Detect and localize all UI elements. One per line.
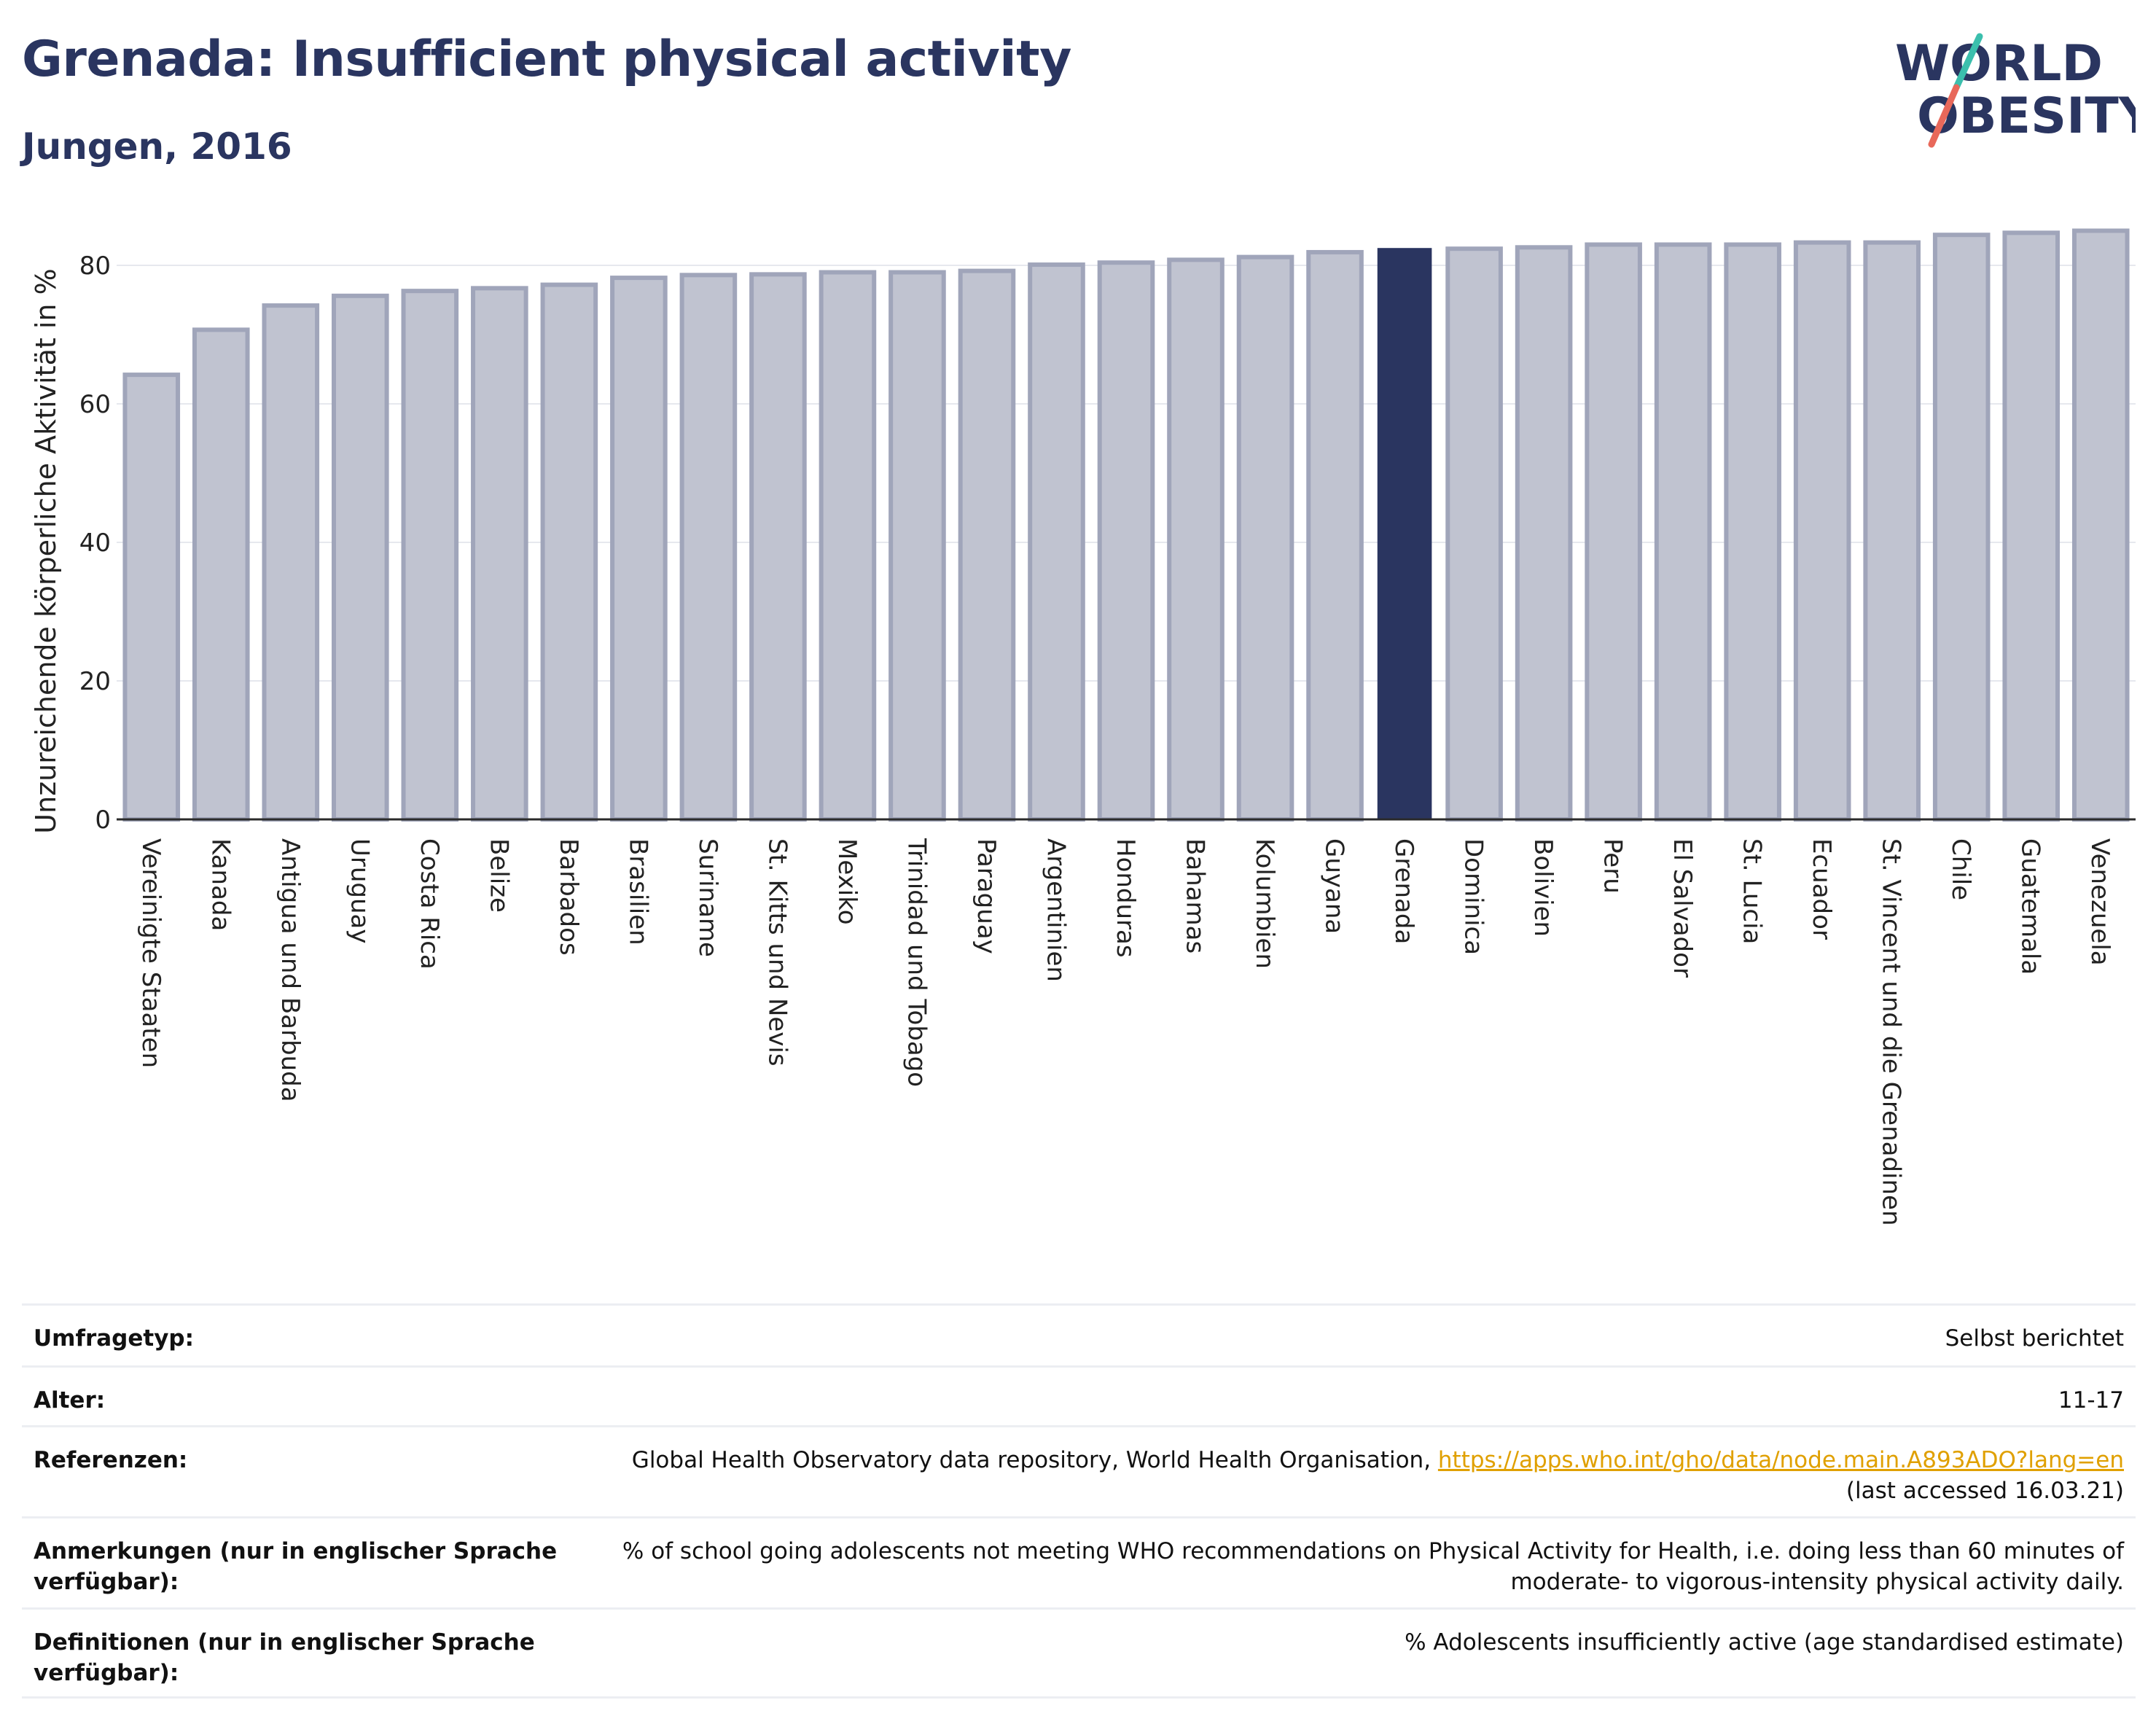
info-row-references: Referenzen: Global Health Observatory da…	[22, 1425, 2136, 1516]
bar	[679, 273, 738, 822]
age-label: Alter:	[34, 1387, 106, 1414]
survey-type-value: Selbst berichtet	[1945, 1325, 2124, 1352]
x-tick-label: Vereinigte Staaten	[136, 838, 165, 1068]
info-row-survey-type: Umfragetyp: Selbst berichtet	[22, 1303, 2136, 1365]
bar-chart: 0 20 40 60 80 Unzureichende körperliche Aktiv…	[30, 228, 2136, 1226]
logo-line-1: WORLD	[1895, 35, 2103, 93]
world-obesity-logo: WORLD OBESITY	[1895, 33, 2136, 148]
bar	[1306, 249, 1364, 822]
x-tick-label: Mexiko	[832, 838, 862, 925]
bar	[1097, 260, 1155, 822]
x-tick-label: Venezuela	[2085, 838, 2114, 966]
bar	[1932, 233, 1991, 822]
age-value: 11-17	[2058, 1387, 2124, 1414]
x-tick-label: Paraguay	[972, 838, 1001, 954]
x-tick-label: Honduras	[1111, 838, 1140, 958]
x-tick-label: Belize	[484, 838, 513, 913]
x-tick-label: Antigua und Barbuda	[276, 838, 305, 1102]
definitions-value: % Adolescents insufficiently active (age…	[1405, 1629, 2124, 1656]
x-tick-label: Guatemala	[2016, 838, 2045, 975]
notes-label: Anmerkungen (nur in englischer Sprache v…	[34, 1538, 558, 1595]
x-tick-label: Peru	[1598, 838, 1628, 894]
tick-labels: 0 20 40 60 80 Unzureichende körperliche Aktiv…	[30, 252, 2114, 1226]
x-tick-label: Argentinien	[1041, 838, 1070, 982]
info-row-age: Alter: 11-17	[22, 1365, 2136, 1425]
bar	[1167, 257, 1225, 822]
bar	[958, 268, 1016, 822]
x-tick-label: St. Kitts und Nevis	[762, 838, 792, 1067]
x-tick-label: Ecuador	[1807, 838, 1836, 940]
x-tick-label: St. Lucia	[1738, 838, 1767, 944]
x-tick-label: Chile	[1946, 838, 1975, 900]
bar	[540, 282, 598, 822]
references-accessed: (last accessed 16.03.21)	[1846, 1478, 2124, 1504]
bar	[1515, 245, 1573, 822]
bar	[192, 327, 250, 822]
notes-value: % of school going adolescents not meetin…	[622, 1538, 2124, 1595]
x-tick-label: Guyana	[1320, 838, 1349, 934]
info-row-notes: Anmerkungen (nur in englischer Sprache v…	[22, 1516, 2136, 1607]
references-text: Global Health Observatory data repositor…	[631, 1447, 1438, 1473]
bars	[122, 228, 2130, 822]
x-tick-label: Suriname	[693, 838, 722, 957]
bar	[1724, 242, 1781, 822]
bar	[1585, 242, 1642, 822]
bar	[749, 272, 807, 822]
bar	[819, 270, 877, 822]
bar	[1445, 246, 1503, 822]
bar	[1793, 240, 1851, 822]
bar	[610, 276, 668, 822]
survey-type-label: Umfragetyp:	[34, 1325, 194, 1352]
y-tick-label: 40	[79, 529, 111, 558]
references-label: Referenzen:	[34, 1447, 188, 1473]
bar	[2002, 230, 2061, 822]
x-tick-label: Bahamas	[1181, 838, 1210, 954]
x-tick-label: Dominica	[1459, 838, 1488, 955]
x-tick-label: Grenada	[1389, 838, 1418, 944]
info-row-definitions: Definitionen (nur in englischer Sprache …	[22, 1607, 2136, 1699]
bar	[262, 303, 320, 822]
bar	[332, 293, 389, 822]
x-tick-label: Costa Rica	[415, 838, 444, 970]
y-tick-label: 80	[79, 252, 111, 281]
bar	[1863, 240, 1921, 822]
x-tick-label: Brasilien	[623, 838, 652, 946]
bar	[1028, 262, 1085, 822]
references-value: Global Health Observatory data repositor…	[573, 1445, 2124, 1516]
page-title: Grenada: Insufficient physical activity	[22, 31, 1071, 88]
bar	[1654, 242, 1712, 822]
x-tick-label: Trinidad und Tobago	[902, 838, 931, 1087]
x-tick-label: Kolumbien	[1250, 838, 1279, 969]
x-tick-label: St. Vincent und die Grenadinen	[1877, 838, 1906, 1226]
bar	[2071, 228, 2130, 822]
x-tick-label: Uruguay	[345, 838, 374, 944]
x-tick-label: Barbados	[554, 838, 583, 956]
x-tick-label: Kanada	[206, 838, 235, 931]
logo-slash-teal	[1953, 33, 1983, 91]
references-link[interactable]: https://apps.who.int/gho/data/node.main.…	[1437, 1447, 2124, 1473]
definitions-label: Definitionen (nur in englischer Sprache …	[34, 1629, 535, 1686]
bar-highlight	[1377, 248, 1432, 820]
y-axis-title: Unzureichende körperliche Aktivität in %	[30, 268, 62, 833]
bar	[1236, 254, 1294, 822]
y-tick-label: 60	[79, 390, 111, 419]
bar	[122, 373, 181, 822]
y-tick-label: 20	[79, 667, 111, 696]
info-table: Umfragetyp: Selbst berichtet Alter: 11-1…	[22, 1303, 2136, 1699]
x-tick-label: Bolivien	[1528, 838, 1558, 937]
bar	[471, 286, 528, 822]
logo-slash-coral	[1928, 84, 1960, 148]
x-tick-label: El Salvador	[1668, 838, 1697, 978]
y-tick-label: 0	[95, 806, 111, 835]
bar	[401, 289, 459, 822]
bar	[888, 270, 946, 822]
page-subtitle: Jungen, 2016	[22, 125, 292, 168]
